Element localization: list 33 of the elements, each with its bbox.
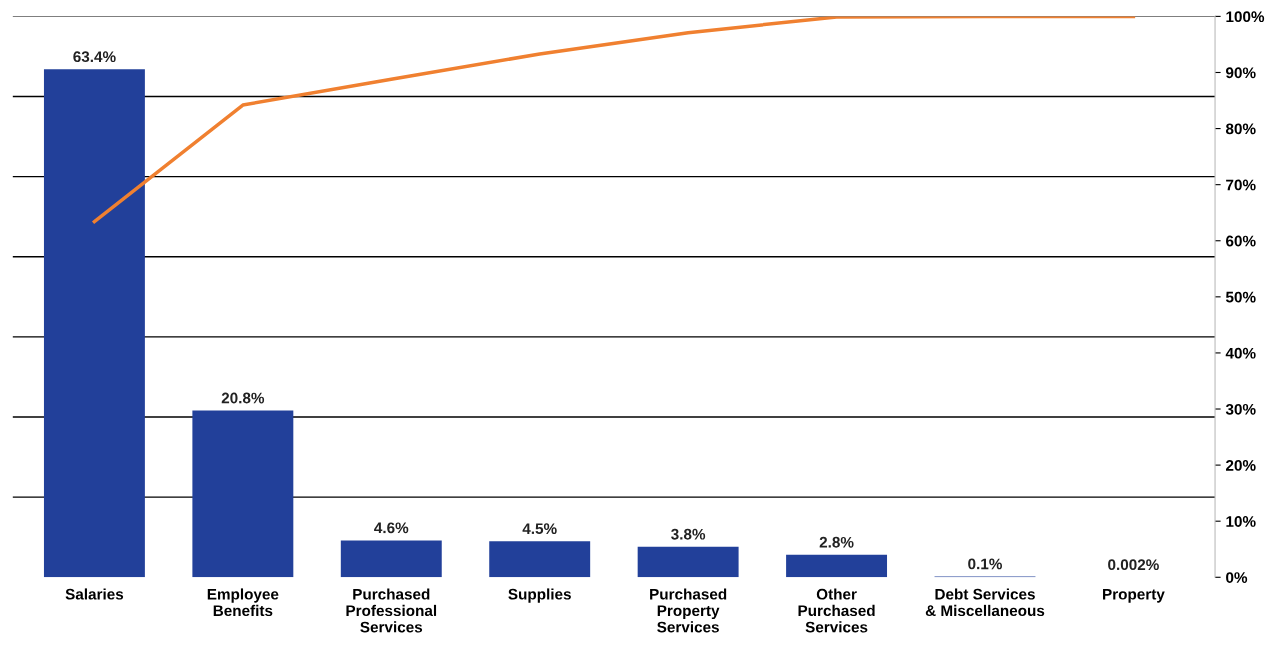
data-label: 63.4% — [73, 51, 116, 63]
x-tick-label: Purchased Property Services — [650, 588, 727, 633]
y2-tick-label: 30% — [1225, 403, 1256, 415]
y2-tick-label: 90% — [1226, 67, 1256, 79]
bar — [786, 554, 888, 578]
data-label: 0.002% — [1108, 559, 1159, 571]
y2-tick-label: 80% — [1225, 123, 1256, 135]
bar — [637, 546, 739, 578]
y2-tick-label: 70% — [1226, 179, 1256, 191]
data-label: 4.6% — [374, 522, 409, 534]
y2-tick-label: 40% — [1225, 347, 1256, 359]
x-tick-label: Employee Benefits — [207, 588, 279, 617]
data-label: 2.8% — [819, 536, 854, 548]
data-label: 3.8% — [671, 528, 706, 540]
y2-tick-label: 10% — [1226, 516, 1256, 527]
x-tick-label: Property — [1103, 588, 1165, 603]
x-tick-label: Purchased Professional Services — [346, 588, 437, 633]
y2-tick-label: 0% — [1226, 572, 1248, 583]
data-label: 20.8% — [221, 392, 265, 404]
y2-tick-label: 100% — [1226, 11, 1265, 23]
x-tick-label: Debt Services & Miscellaneous — [925, 588, 1045, 617]
y2-tick-label: 50% — [1225, 291, 1256, 303]
y2-tick-label: 20% — [1226, 459, 1256, 471]
x-tick-label: Salaries — [65, 588, 124, 600]
bar — [43, 69, 145, 578]
data-label: 4.5% — [522, 523, 557, 535]
y2-tick-label: 60% — [1226, 235, 1256, 247]
bar — [192, 410, 294, 578]
x-tick-label: Other Purchased Services — [798, 588, 875, 633]
bar — [340, 540, 442, 578]
x-tick-label: Supplies — [508, 588, 571, 603]
data-label: 0.1% — [968, 558, 1002, 570]
bar — [489, 541, 591, 578]
